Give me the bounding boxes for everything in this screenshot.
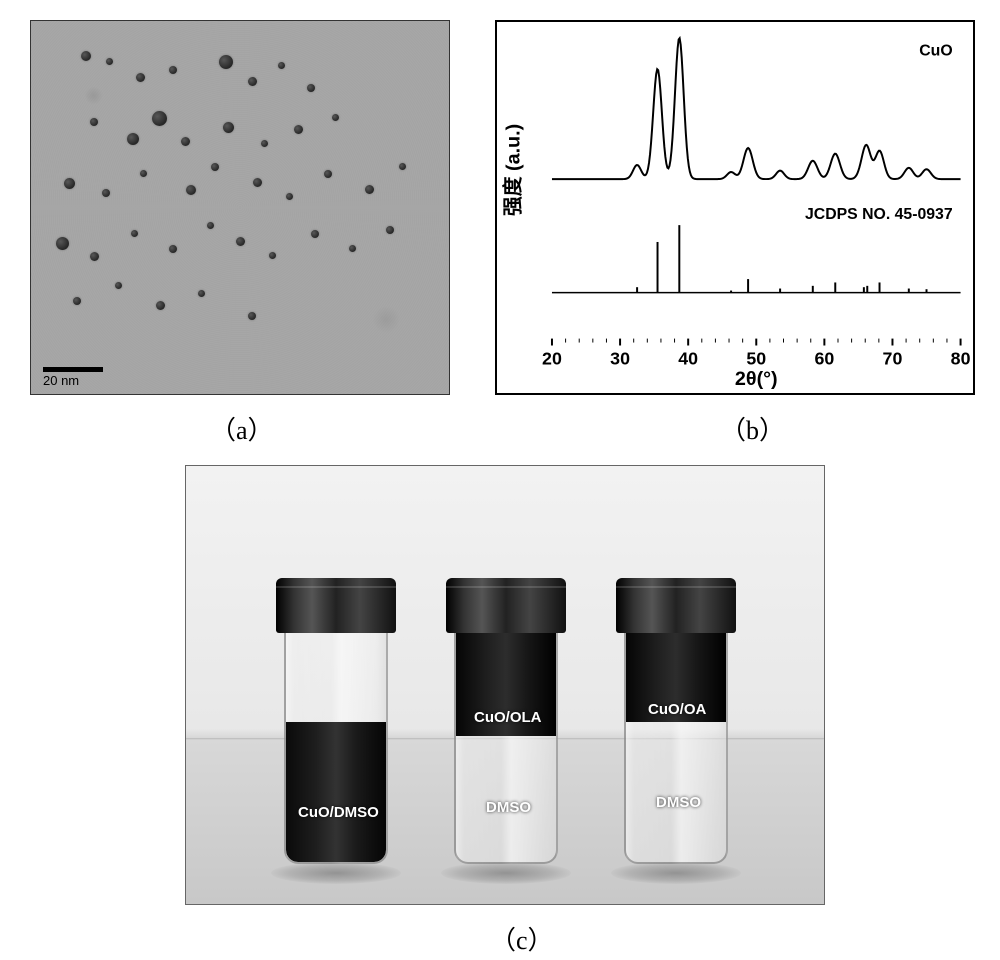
panel-c-label: （c） <box>490 920 554 957</box>
nanoparticle <box>140 170 147 177</box>
nanoparticle <box>236 237 245 246</box>
nanoparticle <box>90 252 99 261</box>
svg-text:强度 (a.u.): 强度 (a.u.) <box>501 124 524 216</box>
photo-background: CuO/DMSO CuO/OLA DMSO CuO/OA DMSO <box>186 466 824 904</box>
nanoparticle <box>219 55 233 69</box>
nanoparticle <box>248 312 256 320</box>
vial-text-label: DMSO <box>656 794 701 811</box>
nanoparticle <box>90 118 98 126</box>
nanoparticle <box>278 62 285 69</box>
nanoparticle <box>211 163 219 171</box>
nanoparticle <box>207 222 214 229</box>
nanoparticle <box>294 125 303 134</box>
vial-cap <box>276 578 396 633</box>
vial-text-label: CuO/OLA <box>474 709 542 726</box>
panel-c-photo: CuO/DMSO CuO/OLA DMSO CuO/OA DMSO <box>185 465 825 905</box>
vial-3: CuO/OA DMSO <box>616 578 736 864</box>
vial-body: CuO/DMSO <box>284 629 388 864</box>
nanoparticle <box>198 290 205 297</box>
nanoparticle <box>186 185 196 195</box>
nanoparticle <box>102 189 110 197</box>
nanoparticle <box>131 230 138 237</box>
nanoparticle <box>136 73 145 82</box>
nanoparticle <box>365 185 374 194</box>
nanoparticle <box>115 282 122 289</box>
svg-text:50: 50 <box>746 348 766 368</box>
tem-background <box>31 21 449 394</box>
panel-a-label: （a） <box>210 410 274 447</box>
figure-container: 20 nm （a） 20 30 40 50 60 70 80 2θ(°) 强度 (a.u.) Cu… <box>0 0 1000 960</box>
vial-text-label: CuO/OA <box>648 701 706 718</box>
panel-b-xrd-chart: 20 30 40 50 60 70 80 2θ(°) 强度 (a.u.) CuO JCDPS NO.… <box>495 20 975 395</box>
nanoparticle <box>81 51 91 61</box>
svg-text:2θ(°): 2θ(°) <box>735 368 778 390</box>
nanoparticle <box>332 114 339 121</box>
svg-text:CuO: CuO <box>919 43 952 60</box>
vial-cap <box>446 578 566 633</box>
svg-text:80: 80 <box>951 348 971 368</box>
svg-text:60: 60 <box>814 348 834 368</box>
nanoparticle <box>169 245 177 253</box>
nanoparticle <box>223 122 234 133</box>
vial-shadow <box>611 862 741 884</box>
nanoparticle <box>156 301 165 310</box>
svg-text:30: 30 <box>610 348 630 368</box>
nanoparticle <box>386 226 394 234</box>
vial-shadow <box>271 862 401 884</box>
nanoparticle <box>253 178 262 187</box>
vial-text-label: DMSO <box>486 799 531 816</box>
nanoparticle <box>349 245 356 252</box>
panel-a-tem-image: 20 nm <box>30 20 450 395</box>
nanoparticle <box>106 58 113 65</box>
liquid-bottom-layer <box>626 722 726 862</box>
nanoparticle <box>127 133 139 145</box>
nanoparticle <box>269 252 276 259</box>
svg-text:20: 20 <box>542 348 562 368</box>
panel-b-label: （b） <box>720 410 785 447</box>
nanoparticle <box>248 77 257 86</box>
nanoparticle <box>181 137 190 146</box>
nanoparticle <box>261 140 268 147</box>
nanoparticle <box>152 111 167 126</box>
nanoparticle <box>73 297 81 305</box>
nanoparticle <box>307 84 315 92</box>
vial-2: CuO/OLA DMSO <box>446 578 566 864</box>
vial-body: CuO/OLA DMSO <box>454 629 558 864</box>
vial-cap <box>616 578 736 633</box>
nanoparticle <box>324 170 332 178</box>
vial-body: CuO/OA DMSO <box>624 629 728 864</box>
nanoparticle <box>311 230 319 238</box>
scale-bar-label: 20 nm <box>43 373 79 388</box>
svg-text:JCDPS NO. 45-0937: JCDPS NO. 45-0937 <box>805 206 953 223</box>
nanoparticle <box>56 237 69 250</box>
svg-text:40: 40 <box>678 348 698 368</box>
nanoparticle <box>64 178 75 189</box>
vial-shadow <box>441 862 571 884</box>
vial-text-label: CuO/DMSO <box>298 804 379 821</box>
nanoparticle <box>286 193 293 200</box>
scale-bar <box>43 367 103 372</box>
nanoparticle <box>399 163 406 170</box>
vial-1: CuO/DMSO <box>276 578 396 864</box>
nanoparticle <box>169 66 177 74</box>
svg-text:70: 70 <box>883 348 903 368</box>
liquid-top-layer <box>286 629 386 722</box>
xrd-svg: 20 30 40 50 60 70 80 2θ(°) 强度 (a.u.) CuO JCDPS NO.… <box>497 22 973 393</box>
liquid-bottom-layer <box>286 722 386 862</box>
